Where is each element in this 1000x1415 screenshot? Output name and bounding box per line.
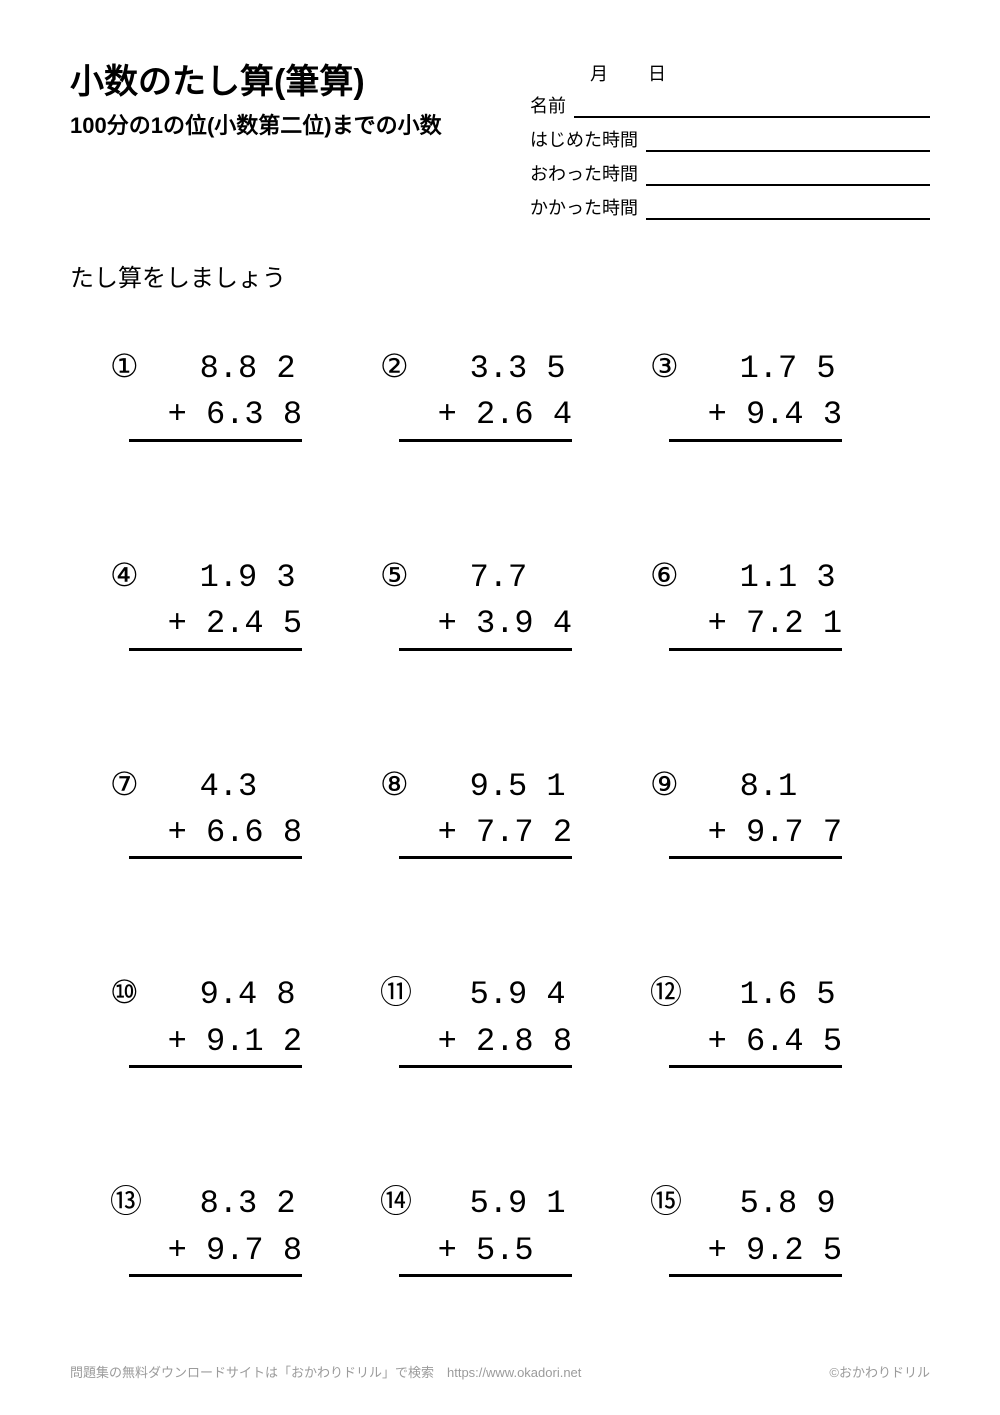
info-block: 月日 名前 はじめた時間 おわった時間 かかった時間 bbox=[510, 60, 930, 228]
problem-bottom: + 2.8 8 bbox=[380, 1019, 640, 1068]
worksheet-page: 小数のたし算(筆算) 100分の1の位(小数第二位)までの小数 月日 名前 はじ… bbox=[0, 0, 1000, 1415]
title-block: 小数のたし算(筆算) 100分の1の位(小数第二位)までの小数 bbox=[70, 60, 510, 140]
problem: ③ 1.7 5 + 9.4 3 bbox=[650, 343, 910, 442]
name-field[interactable] bbox=[574, 92, 930, 118]
problem-bottom: + 6.3 8 bbox=[110, 392, 370, 441]
problem-number: ⑭ bbox=[380, 1178, 431, 1224]
problem: ⑬ 8.3 2 + 9.7 8 bbox=[110, 1178, 370, 1277]
problem-bottom: + 5.5 bbox=[380, 1228, 640, 1277]
problem-bottom: + 7.7 2 bbox=[380, 810, 640, 859]
page-subtitle: 100分の1の位(小数第二位)までの小数 bbox=[70, 108, 510, 140]
problem-addend: + 2.6 4 bbox=[399, 392, 572, 441]
problem-top: ⑫ 1.6 5 bbox=[650, 969, 910, 1018]
problem: ④ 1.9 3 + 2.4 5 bbox=[110, 552, 370, 651]
problem-top: ⑬ 8.3 2 bbox=[110, 1178, 370, 1227]
problem-top: ⑥ 1.1 3 bbox=[650, 552, 910, 601]
problem: ⑤ 7.7 + 3.9 4 bbox=[380, 552, 640, 651]
date-label: 月日 bbox=[530, 60, 930, 86]
problem-addend: + 2.4 5 bbox=[129, 601, 302, 650]
elapsed-label: かかった時間 bbox=[530, 194, 646, 220]
header: 小数のたし算(筆算) 100分の1の位(小数第二位)までの小数 月日 名前 はじ… bbox=[70, 60, 930, 228]
problem-top: ⑦ 4.3 bbox=[110, 761, 370, 810]
name-line: 名前 bbox=[530, 92, 930, 118]
problem-top: ⑧ 9.5 1 bbox=[380, 761, 640, 810]
problem-top: ⑨ 8.1 bbox=[650, 761, 910, 810]
problem-bottom: + 9.1 2 bbox=[110, 1019, 370, 1068]
problem-number: ⑩ bbox=[110, 969, 161, 1015]
problem-bottom: + 3.9 4 bbox=[380, 601, 640, 650]
problem-addend: + 6.3 8 bbox=[129, 392, 302, 441]
problem: ⑫ 1.6 5 + 6.4 5 bbox=[650, 969, 910, 1068]
start-field[interactable] bbox=[646, 126, 930, 152]
problem: ⑥ 1.1 3 + 7.2 1 bbox=[650, 552, 910, 651]
problem-addend: + 7.2 1 bbox=[669, 601, 842, 650]
problem-number: ⑥ bbox=[650, 552, 701, 598]
start-line: はじめた時間 bbox=[530, 126, 930, 152]
problem: ⑮ 5.8 9 + 9.2 5 bbox=[650, 1178, 910, 1277]
problem-addend: + 9.7 7 bbox=[669, 810, 842, 859]
problem: ② 3.3 5 + 2.6 4 bbox=[380, 343, 640, 442]
problem-number: ⑫ bbox=[650, 969, 701, 1015]
problem: ⑨ 8.1 + 9.7 7 bbox=[650, 761, 910, 860]
footer-right: ©おかわりドリル bbox=[829, 1362, 930, 1381]
problem-number: ⑤ bbox=[380, 552, 431, 598]
problem-number: ④ bbox=[110, 552, 161, 598]
problem-addend: + 9.7 8 bbox=[129, 1228, 302, 1277]
problem-addend: + 2.8 8 bbox=[399, 1019, 572, 1068]
end-line: おわった時間 bbox=[530, 160, 930, 186]
problem: ① 8.8 2 + 6.3 8 bbox=[110, 343, 370, 442]
problem-top: ① 8.8 2 bbox=[110, 343, 370, 392]
problem-number: ⑦ bbox=[110, 761, 161, 807]
problem-bottom: + 9.7 7 bbox=[650, 810, 910, 859]
problem-number: ① bbox=[110, 343, 161, 389]
problems-grid: ① 8.8 2 + 6.3 8② 3.3 5 + 2.6 4③ 1.7 5 + … bbox=[70, 343, 930, 1277]
problem-bottom: + 6.4 5 bbox=[650, 1019, 910, 1068]
problem-number: ② bbox=[380, 343, 431, 389]
problem-bottom: + 9.4 3 bbox=[650, 392, 910, 441]
elapsed-field[interactable] bbox=[646, 194, 930, 220]
problem-number: ⑬ bbox=[110, 1178, 161, 1224]
instruction-text: たし算をしましょう bbox=[70, 258, 930, 293]
elapsed-line: かかった時間 bbox=[530, 194, 930, 220]
problem-number: ⑪ bbox=[380, 969, 431, 1015]
problem-bottom: + 9.7 8 bbox=[110, 1228, 370, 1277]
problem-bottom: + 9.2 5 bbox=[650, 1228, 910, 1277]
problem-number: ⑨ bbox=[650, 761, 701, 807]
problem-number: ⑧ bbox=[380, 761, 431, 807]
problem-bottom: + 6.6 8 bbox=[110, 810, 370, 859]
problem-top: ② 3.3 5 bbox=[380, 343, 640, 392]
footer: 問題集の無料ダウンロードサイトは「おかわりドリル」で検索 https://www… bbox=[70, 1362, 930, 1381]
problem-addend: + 9.1 2 bbox=[129, 1019, 302, 1068]
problem-addend: + 7.7 2 bbox=[399, 810, 572, 859]
page-title: 小数のたし算(筆算) bbox=[70, 60, 510, 104]
problem-addend: + 6.4 5 bbox=[669, 1019, 842, 1068]
problem-top: ⑤ 7.7 bbox=[380, 552, 640, 601]
problem-top: ④ 1.9 3 bbox=[110, 552, 370, 601]
problem-number: ③ bbox=[650, 343, 701, 389]
start-label: はじめた時間 bbox=[530, 126, 646, 152]
name-label: 名前 bbox=[530, 92, 574, 118]
problem-addend: + 9.2 5 bbox=[669, 1228, 842, 1277]
end-field[interactable] bbox=[646, 160, 930, 186]
problem-top: ⑮ 5.8 9 bbox=[650, 1178, 910, 1227]
footer-left: 問題集の無料ダウンロードサイトは「おかわりドリル」で検索 https://www… bbox=[70, 1362, 581, 1381]
problem: ⑪ 5.9 4 + 2.8 8 bbox=[380, 969, 640, 1068]
problem-bottom: + 2.4 5 bbox=[110, 601, 370, 650]
problem: ⑩ 9.4 8 + 9.1 2 bbox=[110, 969, 370, 1068]
problem-addend: + 9.4 3 bbox=[669, 392, 842, 441]
problem-top: ⑩ 9.4 8 bbox=[110, 969, 370, 1018]
problem-bottom: + 7.2 1 bbox=[650, 601, 910, 650]
problem-top: ⑪ 5.9 4 bbox=[380, 969, 640, 1018]
problem: ⑭ 5.9 1 + 5.5 bbox=[380, 1178, 640, 1277]
end-label: おわった時間 bbox=[530, 160, 646, 186]
problem-bottom: + 2.6 4 bbox=[380, 392, 640, 441]
problem-addend: + 5.5 bbox=[399, 1228, 572, 1277]
problem: ⑧ 9.5 1 + 7.7 2 bbox=[380, 761, 640, 860]
problem-number: ⑮ bbox=[650, 1178, 701, 1224]
problem-addend: + 6.6 8 bbox=[129, 810, 302, 859]
problem: ⑦ 4.3 + 6.6 8 bbox=[110, 761, 370, 860]
problem-top: ⑭ 5.9 1 bbox=[380, 1178, 640, 1227]
problem-top: ③ 1.7 5 bbox=[650, 343, 910, 392]
problem-addend: + 3.9 4 bbox=[399, 601, 572, 650]
